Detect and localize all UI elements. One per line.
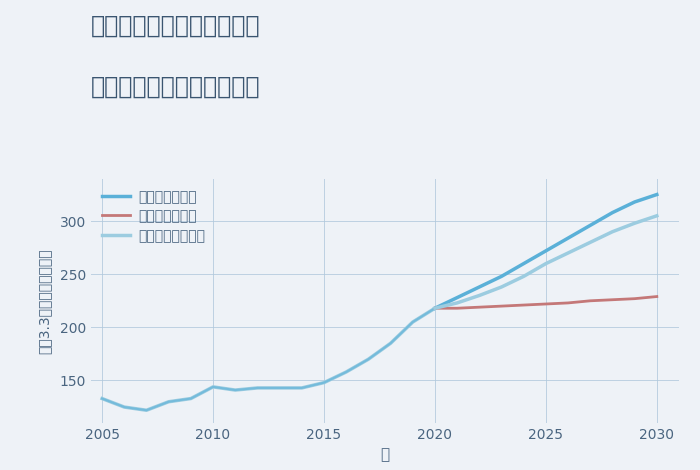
ノーマルシナリオ: [430, 306, 439, 311]
グッドシナリオ: [497, 274, 505, 279]
ノーマルシナリオ: [631, 220, 639, 226]
グッドシナリオ: [453, 295, 461, 300]
X-axis label: 年: 年: [380, 447, 390, 462]
ノーマルシナリオ: [497, 284, 505, 290]
ノーマルシナリオ: [608, 229, 617, 235]
バッドシナリオ: [542, 301, 550, 307]
グッドシナリオ: [652, 192, 661, 197]
Legend: グッドシナリオ, バッドシナリオ, ノーマルシナリオ: グッドシナリオ, バッドシナリオ, ノーマルシナリオ: [98, 186, 209, 247]
ノーマルシナリオ: [586, 240, 594, 245]
グッドシナリオ: [586, 222, 594, 228]
Line: ノーマルシナリオ: ノーマルシナリオ: [435, 216, 657, 308]
グッドシナリオ: [519, 261, 528, 266]
Text: 神奈川県横浜市中区鷺山の: 神奈川県横浜市中区鷺山の: [91, 14, 260, 38]
グッドシナリオ: [608, 210, 617, 215]
ノーマルシナリオ: [453, 300, 461, 306]
バッドシナリオ: [519, 302, 528, 308]
バッドシナリオ: [475, 305, 484, 310]
バッドシナリオ: [652, 294, 661, 299]
Text: 中古マンションの価格推移: 中古マンションの価格推移: [91, 75, 260, 99]
ノーマルシナリオ: [519, 274, 528, 279]
グッドシナリオ: [564, 235, 573, 241]
バッドシナリオ: [564, 300, 573, 306]
Line: バッドシナリオ: バッドシナリオ: [435, 297, 657, 308]
グッドシナリオ: [631, 199, 639, 205]
バッドシナリオ: [453, 306, 461, 311]
ノーマルシナリオ: [475, 293, 484, 298]
バッドシナリオ: [608, 297, 617, 303]
ノーマルシナリオ: [652, 213, 661, 219]
Y-axis label: 坪（3.3㎡）単価（万円）: 坪（3.3㎡）単価（万円）: [37, 248, 51, 353]
グッドシナリオ: [542, 248, 550, 254]
グッドシナリオ: [430, 306, 439, 311]
バッドシナリオ: [430, 306, 439, 311]
バッドシナリオ: [586, 298, 594, 304]
ノーマルシナリオ: [542, 261, 550, 266]
グッドシナリオ: [475, 284, 484, 290]
バッドシナリオ: [631, 296, 639, 301]
ノーマルシナリオ: [564, 250, 573, 256]
バッドシナリオ: [497, 303, 505, 309]
Line: グッドシナリオ: グッドシナリオ: [435, 195, 657, 308]
